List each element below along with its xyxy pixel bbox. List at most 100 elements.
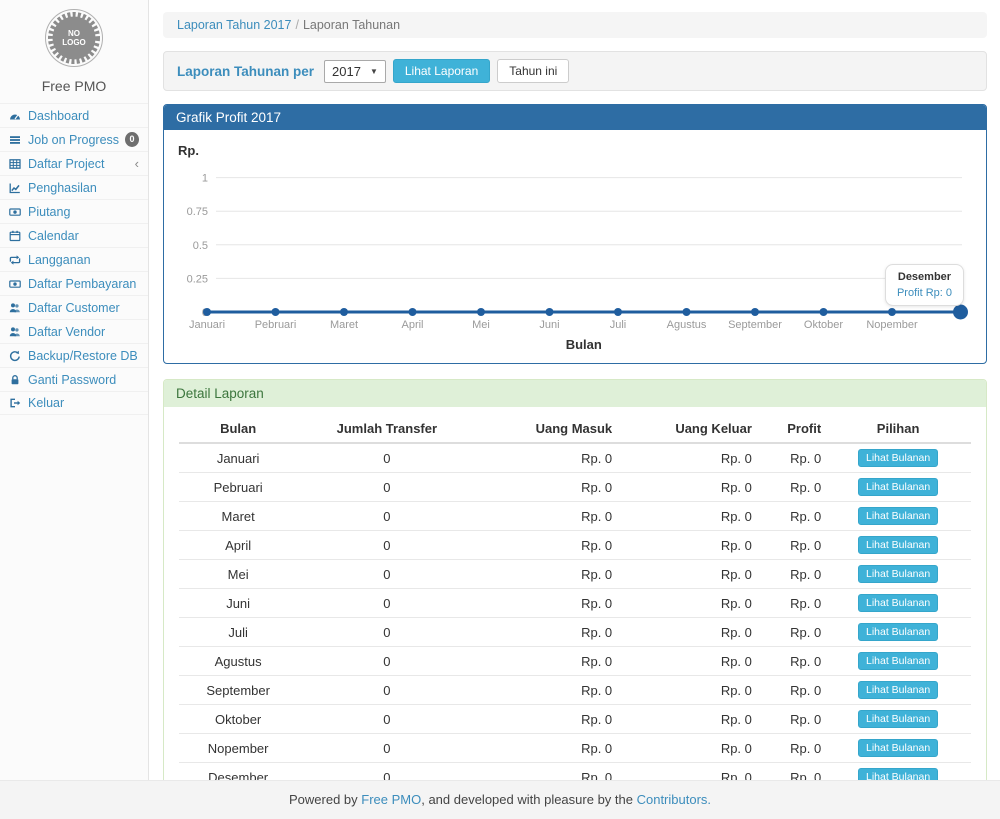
sidebar-item-dashboard[interactable]: Dashboard xyxy=(0,103,148,127)
cell-uang-keluar: Rp. 0 xyxy=(616,530,756,560)
column-header-uang-keluar: Uang Keluar xyxy=(616,415,756,444)
sidebar-item-daftar-vendor[interactable]: Daftar Vendor xyxy=(0,319,148,343)
sidebar-item-label: Daftar Customer xyxy=(28,300,120,315)
cell-uang-keluar: Rp. 0 xyxy=(616,762,756,780)
sidebar: NO LOGO Free PMO Dashboard Job on Progres… xyxy=(0,0,149,780)
breadcrumb-link-laporan-tahun[interactable]: Laporan Tahun 2017 xyxy=(177,18,292,32)
year-select-value: 2017 xyxy=(332,63,361,79)
sidebar-item-label: Langganan xyxy=(28,252,91,267)
profit-chart-panel: Grafik Profit 2017 Rp.10.750.50.250Janua… xyxy=(163,104,987,364)
cell-uang-masuk: Rp. 0 xyxy=(476,762,617,780)
cell-bulan: Maret xyxy=(179,501,298,531)
cell-bulan: Mei xyxy=(179,559,298,589)
column-header-profit: Profit xyxy=(755,415,826,444)
sidebar-item-label: Job on Progress xyxy=(28,132,120,147)
cell-bulan: Januari xyxy=(179,442,298,473)
cell-uang-keluar: Rp. 0 xyxy=(616,559,756,589)
sidebar-item-penghasilan[interactable]: Penghasilan xyxy=(0,175,148,199)
cell-bulan: Juni xyxy=(179,588,298,618)
cell-uang-masuk: Rp. 0 xyxy=(476,617,617,647)
cell-jumlah-transfer: 0 xyxy=(297,617,477,647)
money-icon xyxy=(9,206,22,218)
chevron-left-icon: ‹ xyxy=(134,155,139,171)
cell-jumlah-transfer: 0 xyxy=(297,704,477,734)
sidebar-item-calendar[interactable]: Calendar xyxy=(0,223,148,247)
cell-profit: Rp. 0 xyxy=(755,588,826,618)
users-icon xyxy=(9,302,22,314)
footer-link-contributors[interactable]: Contributors. xyxy=(636,792,712,807)
retweet-icon xyxy=(9,254,22,266)
column-header-pilihan: Pilihan xyxy=(825,415,971,444)
no-logo-icon: NO LOGO xyxy=(45,9,103,67)
year-select[interactable]: 2017 ▼ xyxy=(324,59,386,83)
cell-uang-keluar: Rp. 0 xyxy=(616,675,756,705)
svg-text:Juni: Juni xyxy=(539,319,559,331)
view-monthly-button-mei[interactable]: Lihat Bulanan xyxy=(857,565,939,583)
sidebar-item-label: Piutang xyxy=(28,204,71,219)
table-icon xyxy=(9,158,22,170)
cell-uang-masuk: Rp. 0 xyxy=(476,704,617,734)
view-monthly-button-juli[interactable]: Lihat Bulanan xyxy=(857,623,939,641)
svg-text:Mei: Mei xyxy=(472,319,490,331)
chart-panel-title: Grafik Profit 2017 xyxy=(164,105,986,130)
cell-jumlah-transfer: 0 xyxy=(297,588,477,618)
svg-text:Rp.: Rp. xyxy=(178,143,199,158)
column-header-uang-masuk: Uang Masuk xyxy=(476,415,617,444)
view-monthly-button-september[interactable]: Lihat Bulanan xyxy=(857,681,939,699)
sidebar-item-daftar-pembayaran[interactable]: Daftar Pembayaran xyxy=(0,271,148,295)
svg-text:0.25: 0.25 xyxy=(187,273,208,285)
table-row-juni: Juni 0 Rp. 0 Rp. 0 Rp. 0 Lihat Bulanan xyxy=(179,588,971,618)
sidebar-item-langganan[interactable]: Langganan xyxy=(0,247,148,271)
footer-link-free-pmo[interactable]: Free PMO xyxy=(361,792,422,807)
tasks-icon xyxy=(9,134,22,146)
sidebar-item-ganti-password[interactable]: Ganti Password xyxy=(0,367,148,391)
sidebar-item-backup-restore-db[interactable]: Backup/Restore DB xyxy=(0,343,148,367)
cell-jumlah-transfer: 0 xyxy=(297,472,477,502)
svg-text:Nopember: Nopember xyxy=(866,319,918,331)
view-monthly-button-pebruari[interactable]: Lihat Bulanan xyxy=(857,478,939,496)
view-monthly-button-agustus[interactable]: Lihat Bulanan xyxy=(857,652,939,670)
table-row-nopember: Nopember 0 Rp. 0 Rp. 0 Rp. 0 Lihat Bulanan xyxy=(179,733,971,763)
sidebar-item-label: Calendar xyxy=(28,228,79,243)
breadcrumb-separator: / xyxy=(295,18,299,32)
view-monthly-button-oktober[interactable]: Lihat Bulanan xyxy=(857,710,939,728)
svg-text:Bulan: Bulan xyxy=(566,337,602,352)
view-report-button[interactable]: Lihat Laporan xyxy=(392,59,491,83)
cell-profit: Rp. 0 xyxy=(755,530,826,560)
cell-uang-keluar: Rp. 0 xyxy=(616,646,756,676)
view-monthly-button-maret[interactable]: Lihat Bulanan xyxy=(857,507,939,525)
view-monthly-button-januari[interactable]: Lihat Bulanan xyxy=(857,449,939,467)
cell-jumlah-transfer: 0 xyxy=(297,442,477,473)
view-monthly-button-april[interactable]: Lihat Bulanan xyxy=(857,536,939,554)
dashboard-icon xyxy=(9,110,22,122)
detail-panel-title: Detail Laporan xyxy=(164,380,986,407)
sidebar-item-daftar-customer[interactable]: Daftar Customer xyxy=(0,295,148,319)
sidebar-item-job-on-progress[interactable]: Job on Progress 0 xyxy=(0,127,148,151)
chart-tooltip: Desember Profit Rp: 0 xyxy=(884,264,964,306)
view-monthly-button-desember[interactable]: Lihat Bulanan xyxy=(857,768,939,780)
table-row-agustus: Agustus 0 Rp. 0 Rp. 0 Rp. 0 Lihat Bulanan xyxy=(179,646,971,676)
line-chart-icon xyxy=(9,182,22,194)
sidebar-item-piutang[interactable]: Piutang xyxy=(0,199,148,223)
svg-text:Agustus: Agustus xyxy=(667,319,707,331)
cell-uang-keluar: Rp. 0 xyxy=(616,472,756,502)
cell-uang-masuk: Rp. 0 xyxy=(476,472,617,502)
this-year-button[interactable]: Tahun ini xyxy=(497,59,570,83)
logo-block: NO LOGO Free PMO xyxy=(0,0,148,94)
cell-bulan: Agustus xyxy=(179,646,298,676)
main-content: Laporan Tahun 2017/Laporan Tahunan Lapor… xyxy=(149,0,1000,780)
view-monthly-button-juni[interactable]: Lihat Bulanan xyxy=(857,594,939,612)
cell-jumlah-transfer: 0 xyxy=(297,733,477,763)
view-monthly-button-nopember[interactable]: Lihat Bulanan xyxy=(857,739,939,757)
users-icon xyxy=(9,326,22,338)
sidebar-item-daftar-project[interactable]: Daftar Project ‹ xyxy=(0,151,148,175)
sidebar-item-keluar[interactable]: Keluar xyxy=(0,391,148,415)
profit-chart[interactable]: Rp.10.750.50.250JanuariPebruariMaretApri… xyxy=(172,140,978,359)
sidebar-item-label: Ganti Password xyxy=(28,372,117,387)
svg-text:Januari: Januari xyxy=(189,319,225,331)
cell-uang-keluar: Rp. 0 xyxy=(616,733,756,763)
cell-uang-masuk: Rp. 0 xyxy=(476,530,617,560)
cell-bulan: Pebruari xyxy=(179,472,298,502)
footer: Powered by Free PMO, and developed with … xyxy=(0,780,1000,819)
